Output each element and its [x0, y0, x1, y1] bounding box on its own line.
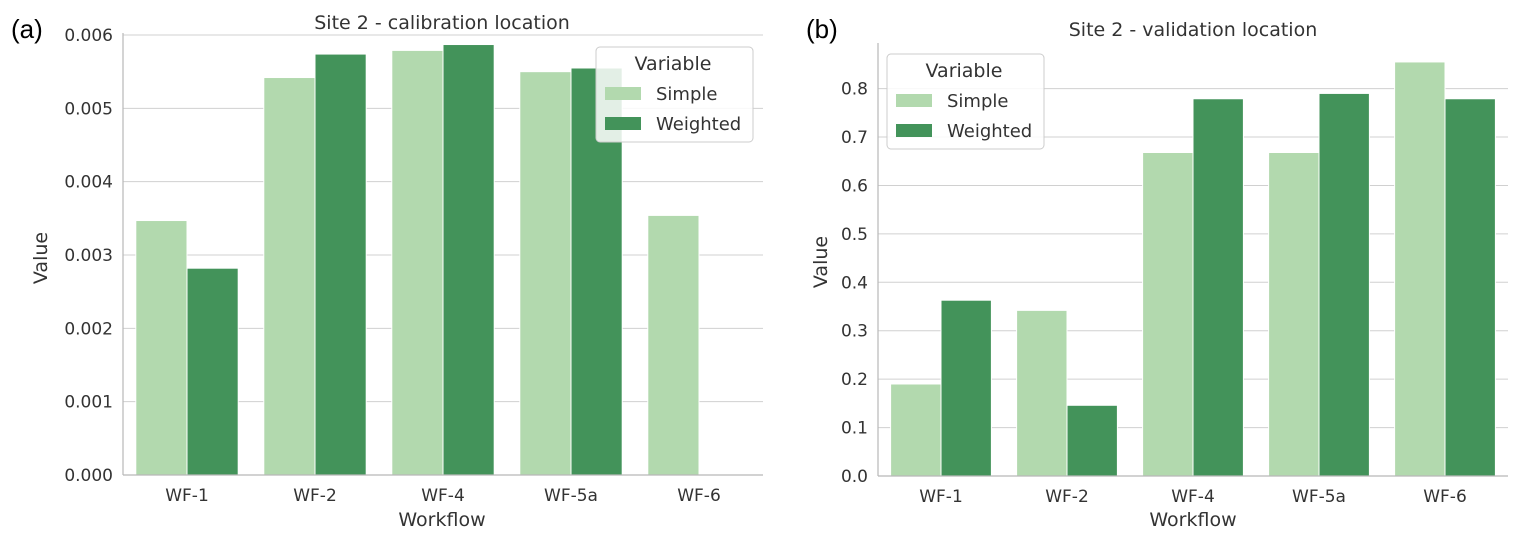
- bar-simple-wf-5a: [1268, 152, 1320, 477]
- y-tick-label: 0.5: [841, 225, 868, 245]
- bar-simple-wf-2: [263, 77, 316, 476]
- panel-label: (b): [806, 14, 838, 44]
- x-tick-label: WF-5a: [1292, 487, 1346, 507]
- chart-title: Site 2 - validation location: [1069, 19, 1318, 41]
- bar-simple-wf-4: [1142, 152, 1194, 477]
- bar-weighted-wf-5a: [1318, 92, 1370, 477]
- y-tick-label: 0.000: [64, 466, 113, 486]
- x-tick-label: WF-6: [677, 486, 721, 506]
- legend-title: Variable: [635, 53, 712, 75]
- x-tick-label: WF-2: [1045, 487, 1089, 507]
- y-tick-label: 0.001: [64, 393, 113, 413]
- legend-label-simple: Simple: [656, 84, 717, 105]
- y-axis-label: Value: [30, 232, 52, 284]
- plot-area: 0.0 0.1 0.2 0.3 0.4 0.5 0.6 0.7 0.8 WF-1 WF-2 WF-4 W…: [841, 43, 1508, 507]
- bar-weighted-wf-6: [1444, 98, 1496, 477]
- y-tick-label: 0.8: [841, 80, 868, 100]
- y-tick-label: 0.7: [841, 128, 868, 148]
- bar-simple-wf-6: [647, 214, 700, 476]
- y-tick-label: 0.006: [64, 26, 113, 46]
- legend-swatch-weighted: [896, 124, 932, 137]
- x-axis-label: Workflow: [398, 509, 485, 531]
- y-axis-label: Value: [810, 236, 832, 288]
- x-axis-label: Workflow: [1149, 509, 1236, 531]
- bar-weighted-wf-2: [314, 53, 367, 476]
- bar-weighted-wf-1: [940, 299, 992, 477]
- y-tick-label: 0.004: [64, 173, 113, 193]
- bar-simple-wf-5a: [519, 71, 572, 476]
- x-tick-label: WF-4: [1171, 487, 1215, 507]
- bar-weighted-wf-1: [186, 267, 239, 476]
- y-tick-label: 0.3: [841, 322, 868, 342]
- x-tick-label: WF-1: [165, 486, 209, 506]
- legend-label-weighted: Weighted: [947, 121, 1032, 142]
- x-tick-label: WF-5a: [544, 486, 598, 506]
- bar-simple-wf-2: [1016, 309, 1068, 477]
- chart-panel-b: (b) Site 2 - validation location Workflo…: [806, 14, 1508, 531]
- y-tick-label: 0.003: [64, 246, 113, 266]
- bar-simple-wf-4: [391, 49, 444, 476]
- bar-weighted-wf-4: [442, 44, 495, 476]
- legend-label-weighted: Weighted: [656, 114, 741, 135]
- panel-label: (a): [11, 14, 43, 44]
- bar-weighted-wf-4: [1192, 98, 1244, 477]
- legend-title: Variable: [926, 60, 1003, 82]
- y-tick-label: 0.0: [841, 467, 868, 487]
- legend-swatch-simple: [896, 94, 932, 107]
- x-tick-label: WF-1: [919, 487, 963, 507]
- bar-weighted-wf-2: [1066, 404, 1118, 477]
- y-tick-label: 0.2: [841, 370, 868, 390]
- y-tick-label: 0.4: [841, 273, 868, 293]
- x-tick-label: WF-2: [293, 486, 337, 506]
- y-tick-label: 0.1: [841, 419, 868, 439]
- legend-label-simple: Simple: [947, 91, 1008, 112]
- x-tick-label: WF-4: [421, 486, 465, 506]
- bar-simple-wf-1: [135, 220, 188, 476]
- y-tick-label: 0.002: [64, 319, 113, 339]
- x-tick-label: WF-6: [1423, 487, 1467, 507]
- plot-area: 0.000 0.001 0.002 0.003 0.004 0.005 0.006 WF-1 W…: [64, 26, 763, 506]
- chart-panel-a: (a) Site 2 - calibration location Workfl…: [11, 12, 763, 531]
- bar-simple-wf-1: [890, 383, 942, 477]
- legend-swatch-weighted: [605, 117, 641, 130]
- legend: Variable Simple Weighted: [886, 53, 1045, 150]
- y-tick-label: 0.005: [64, 99, 113, 119]
- bar-simple-wf-6: [1394, 61, 1446, 477]
- legend-swatch-simple: [605, 87, 641, 100]
- y-tick-label: 0.6: [841, 176, 868, 196]
- chart-title: Site 2 - calibration location: [314, 12, 570, 34]
- legend: Variable Simple Weighted: [595, 46, 754, 143]
